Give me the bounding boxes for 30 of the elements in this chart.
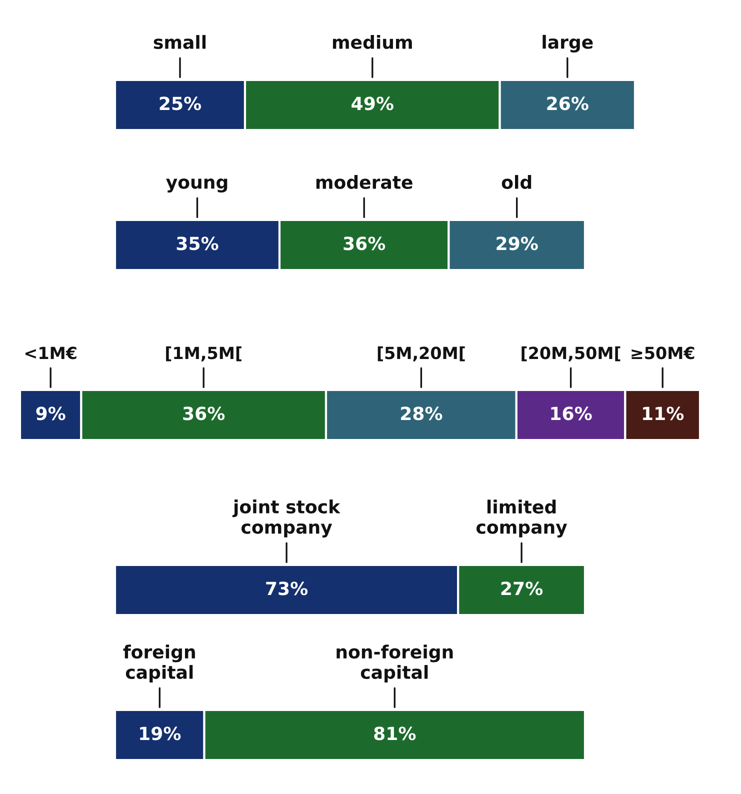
- data-label: 25%: [160, 96, 202, 110]
- data-label: 27%: [501, 582, 543, 596]
- series-label: foreign capital: [123, 644, 195, 682]
- data-label: 73%: [266, 582, 308, 596]
- data-label: 49%: [352, 96, 394, 110]
- data-label: 36%: [183, 406, 225, 420]
- data-label: 36%: [344, 236, 386, 250]
- series-label: young: [166, 178, 228, 192]
- series-label: non-foreign capital: [336, 644, 453, 682]
- series-label: [20M,50M[: [522, 346, 620, 362]
- data-label: 35%: [176, 236, 218, 250]
- data-label: 29%: [496, 236, 538, 250]
- series-label: small: [154, 35, 206, 49]
- series-label: joint stock company: [232, 500, 340, 538]
- data-label: 11%: [643, 406, 684, 420]
- series-label: <1M€: [25, 346, 76, 360]
- data-label: 81%: [374, 726, 416, 740]
- data-label: 19%: [140, 726, 181, 740]
- data-label: 28%: [401, 406, 442, 420]
- data-label: 26%: [547, 96, 588, 110]
- series-label: [1M,5M[: [166, 346, 242, 362]
- series-label: large: [542, 34, 593, 52]
- series-label: limited company: [476, 500, 568, 538]
- series-label: ≥50M€: [632, 346, 694, 360]
- data-label: 9%: [36, 406, 66, 420]
- series-label: medium: [332, 35, 412, 49]
- data-label: 16%: [551, 406, 592, 420]
- series-label: moderate: [316, 175, 412, 189]
- series-label: old: [502, 175, 532, 189]
- series-label: [5M,20M[: [378, 346, 465, 362]
